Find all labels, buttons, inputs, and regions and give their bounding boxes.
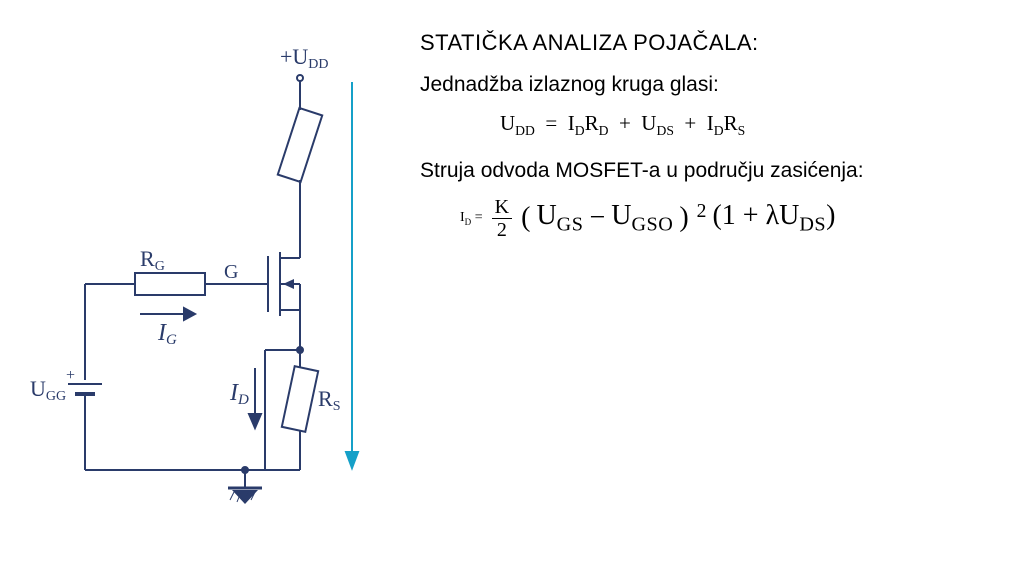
label-ugg: UGG: [30, 376, 66, 404]
text-line-1: Jednadžba izlaznog kruga glasi:: [420, 70, 1004, 99]
circuit-diagram: +UDD RG G IG UGG + ID RS: [0, 0, 410, 576]
text-line-2: Struja odvoda MOSFET-a u području zasiće…: [420, 156, 1004, 185]
label-id: ID: [229, 380, 249, 408]
equation-1: UDD = IDRD + UDS + IDRS: [500, 111, 1004, 139]
label-ig: IG: [157, 320, 177, 348]
label-rs: RS: [318, 386, 340, 414]
label-udd: +UDD: [280, 44, 329, 72]
svg-text:+: +: [66, 367, 75, 384]
label-rg: RG: [140, 246, 165, 274]
label-g: G: [224, 261, 238, 283]
equation-2: ID = K 2 ( UGS − UGSO ) 2 (1 + λUDS): [460, 197, 1004, 240]
section-title: STATIČKA ANALIZA POJAČALA:: [420, 30, 1004, 56]
